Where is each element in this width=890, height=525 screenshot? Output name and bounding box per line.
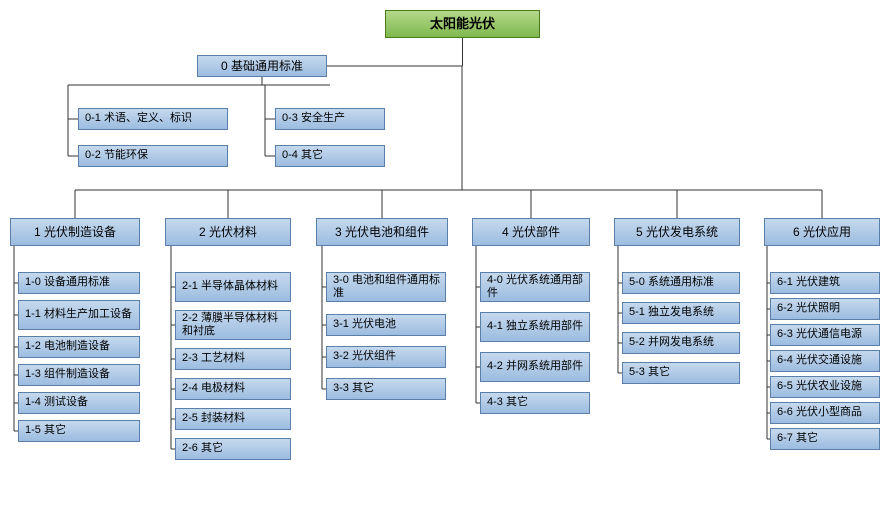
branch-2-child-1: 3-1 光伏电池 bbox=[326, 314, 446, 336]
section0-child-0: 0-1 术语、定义、标识 bbox=[78, 108, 228, 130]
branch-3-child-0: 4-0 光伏系统通用部件 bbox=[480, 272, 590, 302]
branch-1-child-1: 2-2 薄膜半导体材料和衬底 bbox=[175, 310, 291, 340]
branch-4-header: 5 光伏发电系统 bbox=[614, 218, 740, 246]
branch-0-child-2: 1-2 电池制造设备 bbox=[18, 336, 140, 358]
branch-5-header: 6 光伏应用 bbox=[764, 218, 880, 246]
branch-4-child-1: 5-1 独立发电系统 bbox=[622, 302, 740, 324]
branch-3-header: 4 光伏部件 bbox=[472, 218, 590, 246]
branch-5-child-1: 6-2 光伏照明 bbox=[770, 298, 880, 320]
section0-child-2: 0-3 安全生产 bbox=[275, 108, 385, 130]
branch-2-child-3: 3-3 其它 bbox=[326, 378, 446, 400]
branch-2-child-0: 3-0 电池和组件通用标准 bbox=[326, 272, 446, 302]
branch-2-child-2: 3-2 光伏组件 bbox=[326, 346, 446, 368]
branch-5-child-6: 6-7 其它 bbox=[770, 428, 880, 450]
branch-1-child-2: 2-3 工艺材料 bbox=[175, 348, 291, 370]
branch-3-child-1: 4-1 独立系统用部件 bbox=[480, 312, 590, 342]
branch-4-child-3: 5-3 其它 bbox=[622, 362, 740, 384]
branch-3-child-3: 4-3 其它 bbox=[480, 392, 590, 414]
branch-1-child-5: 2-6 其它 bbox=[175, 438, 291, 460]
branch-0-child-1: 1-1 材料生产加工设备 bbox=[18, 300, 140, 330]
branch-4-child-2: 5-2 并网发电系统 bbox=[622, 332, 740, 354]
branch-0-child-0: 1-0 设备通用标准 bbox=[18, 272, 140, 294]
root-node: 太阳能光伏 bbox=[385, 10, 540, 38]
branch-5-child-5: 6-6 光伏小型商品 bbox=[770, 402, 880, 424]
branch-0-child-4: 1-4 测试设备 bbox=[18, 392, 140, 414]
branch-2-header: 3 光伏电池和组件 bbox=[316, 218, 448, 246]
branch-5-child-3: 6-4 光伏交通设施 bbox=[770, 350, 880, 372]
branch-1-child-0: 2-1 半导体晶体材料 bbox=[175, 272, 291, 302]
branch-1-child-4: 2-5 封装材料 bbox=[175, 408, 291, 430]
branch-0-header: 1 光伏制造设备 bbox=[10, 218, 140, 246]
section0-header: 0 基础通用标准 bbox=[197, 55, 327, 77]
branch-0-child-5: 1-5 其它 bbox=[18, 420, 140, 442]
branch-5-child-4: 6-5 光伏农业设施 bbox=[770, 376, 880, 398]
section0-child-3: 0-4 其它 bbox=[275, 145, 385, 167]
branch-0-child-3: 1-3 组件制造设备 bbox=[18, 364, 140, 386]
section0-child-1: 0-2 节能环保 bbox=[78, 145, 228, 167]
branch-5-child-0: 6-1 光伏建筑 bbox=[770, 272, 880, 294]
branch-1-child-3: 2-4 电极材料 bbox=[175, 378, 291, 400]
branch-5-child-2: 6-3 光伏通信电源 bbox=[770, 324, 880, 346]
connector-lines bbox=[0, 0, 890, 525]
branch-1-header: 2 光伏材料 bbox=[165, 218, 291, 246]
branch-4-child-0: 5-0 系统通用标准 bbox=[622, 272, 740, 294]
branch-3-child-2: 4-2 并网系统用部件 bbox=[480, 352, 590, 382]
